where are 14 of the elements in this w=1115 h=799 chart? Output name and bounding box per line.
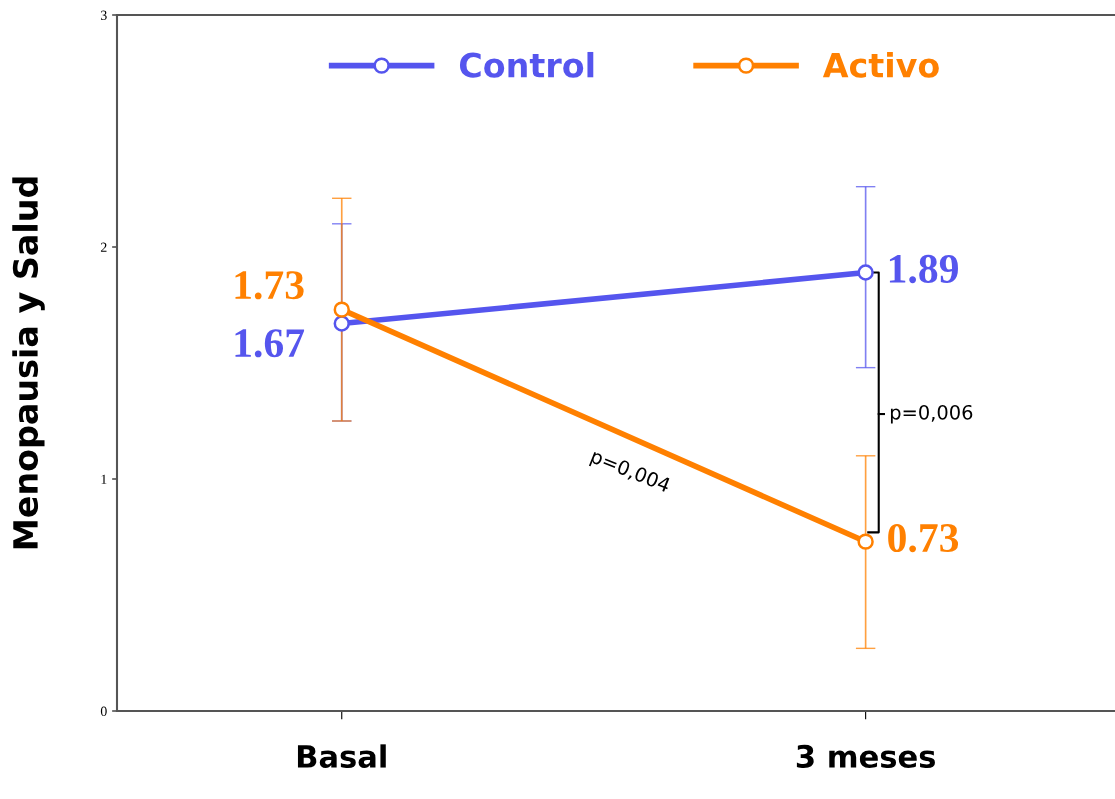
x-tick-label: Basal	[297, 744, 386, 768]
y-tick-label: 3	[101, 10, 107, 20]
y-axis-title: Menopausia y Salud	[12, 177, 45, 549]
data-label: 0.73	[888, 523, 959, 553]
legend-label: Control	[459, 51, 594, 78]
x-tick-label: 3 meses	[796, 744, 935, 768]
data-label: 1.89	[889, 254, 958, 284]
y-tick-label: 2	[100, 242, 107, 252]
data-label: 1.67	[235, 329, 305, 358]
data-label: 1.73	[235, 271, 304, 300]
y-tick-label: 1	[101, 474, 107, 484]
legend-label: Activo	[822, 51, 939, 78]
y-tick-label: 0	[100, 706, 107, 716]
annotation: p=0,006	[890, 404, 973, 424]
